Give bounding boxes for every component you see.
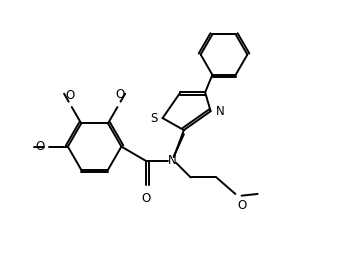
Text: O: O bbox=[65, 89, 74, 102]
Text: O: O bbox=[35, 140, 44, 153]
Text: S: S bbox=[150, 112, 158, 124]
Text: O: O bbox=[142, 192, 151, 205]
Text: O: O bbox=[238, 199, 247, 212]
Text: N: N bbox=[216, 105, 224, 118]
Text: N: N bbox=[167, 155, 176, 168]
Text: O: O bbox=[115, 88, 124, 101]
